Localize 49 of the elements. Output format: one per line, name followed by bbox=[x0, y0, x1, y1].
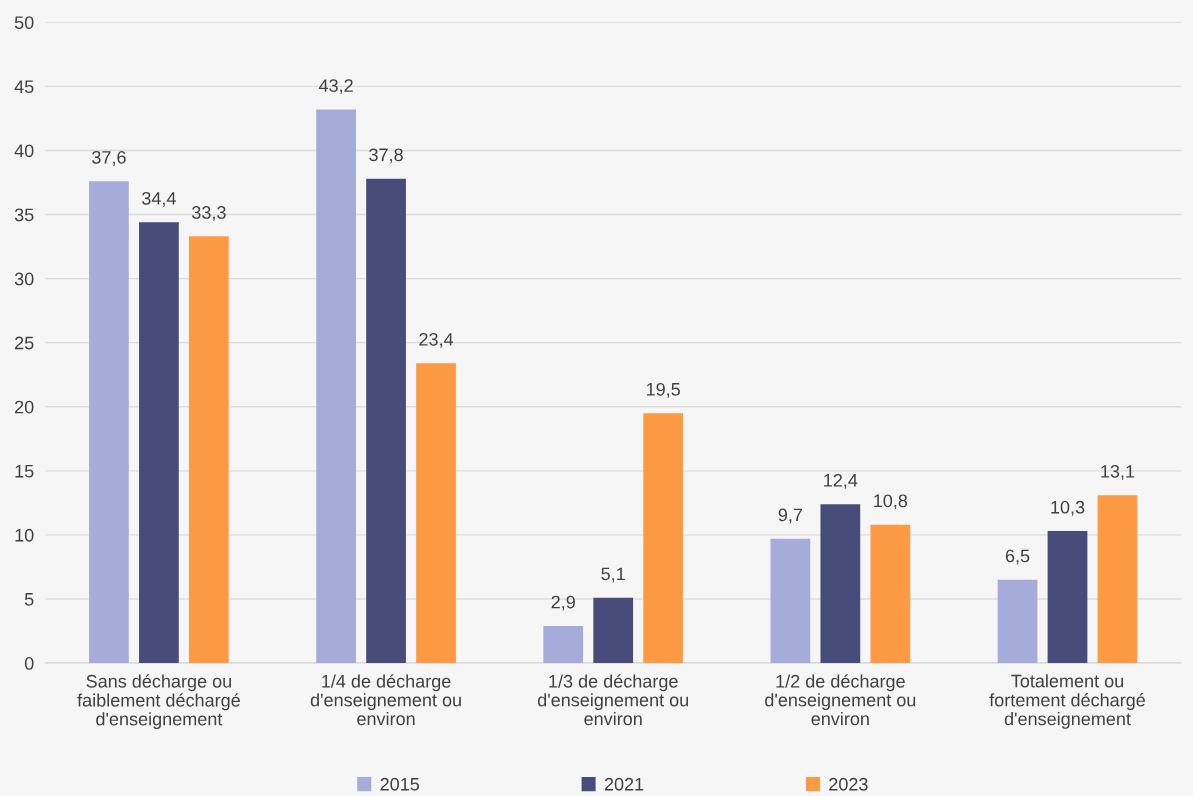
legend-label: 2015 bbox=[380, 777, 420, 791]
y-tick-label: 10 bbox=[15, 528, 34, 542]
legend-label: 2023 bbox=[829, 777, 868, 791]
data-label: 34,4 bbox=[142, 191, 176, 207]
y-tick-label: 15 bbox=[15, 464, 34, 478]
bar bbox=[643, 413, 684, 664]
data-label: 10,3 bbox=[1051, 500, 1085, 516]
y-tick-label: 35 bbox=[14, 208, 34, 222]
data-label: 6,5 bbox=[1005, 549, 1030, 565]
bar bbox=[189, 236, 229, 664]
data-label: 37,8 bbox=[369, 148, 403, 164]
bar bbox=[1097, 495, 1138, 664]
x-tick-label: 1/2 de décharge d'enseignement ou environ bbox=[765, 674, 916, 726]
bar bbox=[139, 222, 179, 664]
x-tick-label: 1/4 de décharge d'enseignement ou environ bbox=[310, 674, 461, 726]
data-label: 43,2 bbox=[318, 79, 353, 95]
data-label: 13,1 bbox=[1101, 464, 1135, 480]
bar bbox=[997, 579, 1038, 664]
y-tick-label: 40 bbox=[14, 144, 34, 158]
y-tick-label: 45 bbox=[14, 80, 34, 94]
y-tick-label: 5 bbox=[24, 593, 34, 606]
y-tick-label: 30 bbox=[14, 272, 34, 286]
data-label: 5,1 bbox=[601, 567, 625, 583]
bar bbox=[543, 625, 584, 664]
y-tick-label: 25 bbox=[15, 336, 34, 350]
y-tick-label: 50 bbox=[14, 16, 34, 30]
data-label: 2,9 bbox=[551, 595, 575, 611]
y-tick-label: 0 bbox=[24, 657, 34, 670]
bar bbox=[820, 504, 861, 664]
x-tick-label: 1/3 de décharge d'enseignement ou environ bbox=[537, 674, 689, 726]
data-label: 12,4 bbox=[824, 473, 858, 489]
data-label: 23,4 bbox=[419, 332, 454, 348]
bar bbox=[366, 178, 406, 664]
data-label: 19,5 bbox=[646, 382, 680, 398]
data-label: 10,8 bbox=[874, 494, 908, 510]
legend-label: 2021 bbox=[604, 777, 644, 791]
data-label: 33,3 bbox=[192, 206, 226, 221]
bar bbox=[870, 524, 911, 664]
bar bbox=[770, 538, 811, 664]
data-label: 37,6 bbox=[92, 150, 126, 166]
data-label: 9,7 bbox=[778, 508, 803, 524]
bar bbox=[1047, 531, 1088, 664]
x-tick-label: Sans décharge ou faiblement déchargé d'enseignement bbox=[77, 674, 240, 730]
y-tick-label: 20 bbox=[15, 400, 34, 414]
bar bbox=[593, 597, 634, 664]
bar bbox=[416, 363, 456, 664]
x-tick-label: Totalement ou fortement déchargé d'enseignement bbox=[989, 674, 1145, 729]
bar bbox=[89, 181, 129, 664]
bar bbox=[316, 109, 356, 664]
